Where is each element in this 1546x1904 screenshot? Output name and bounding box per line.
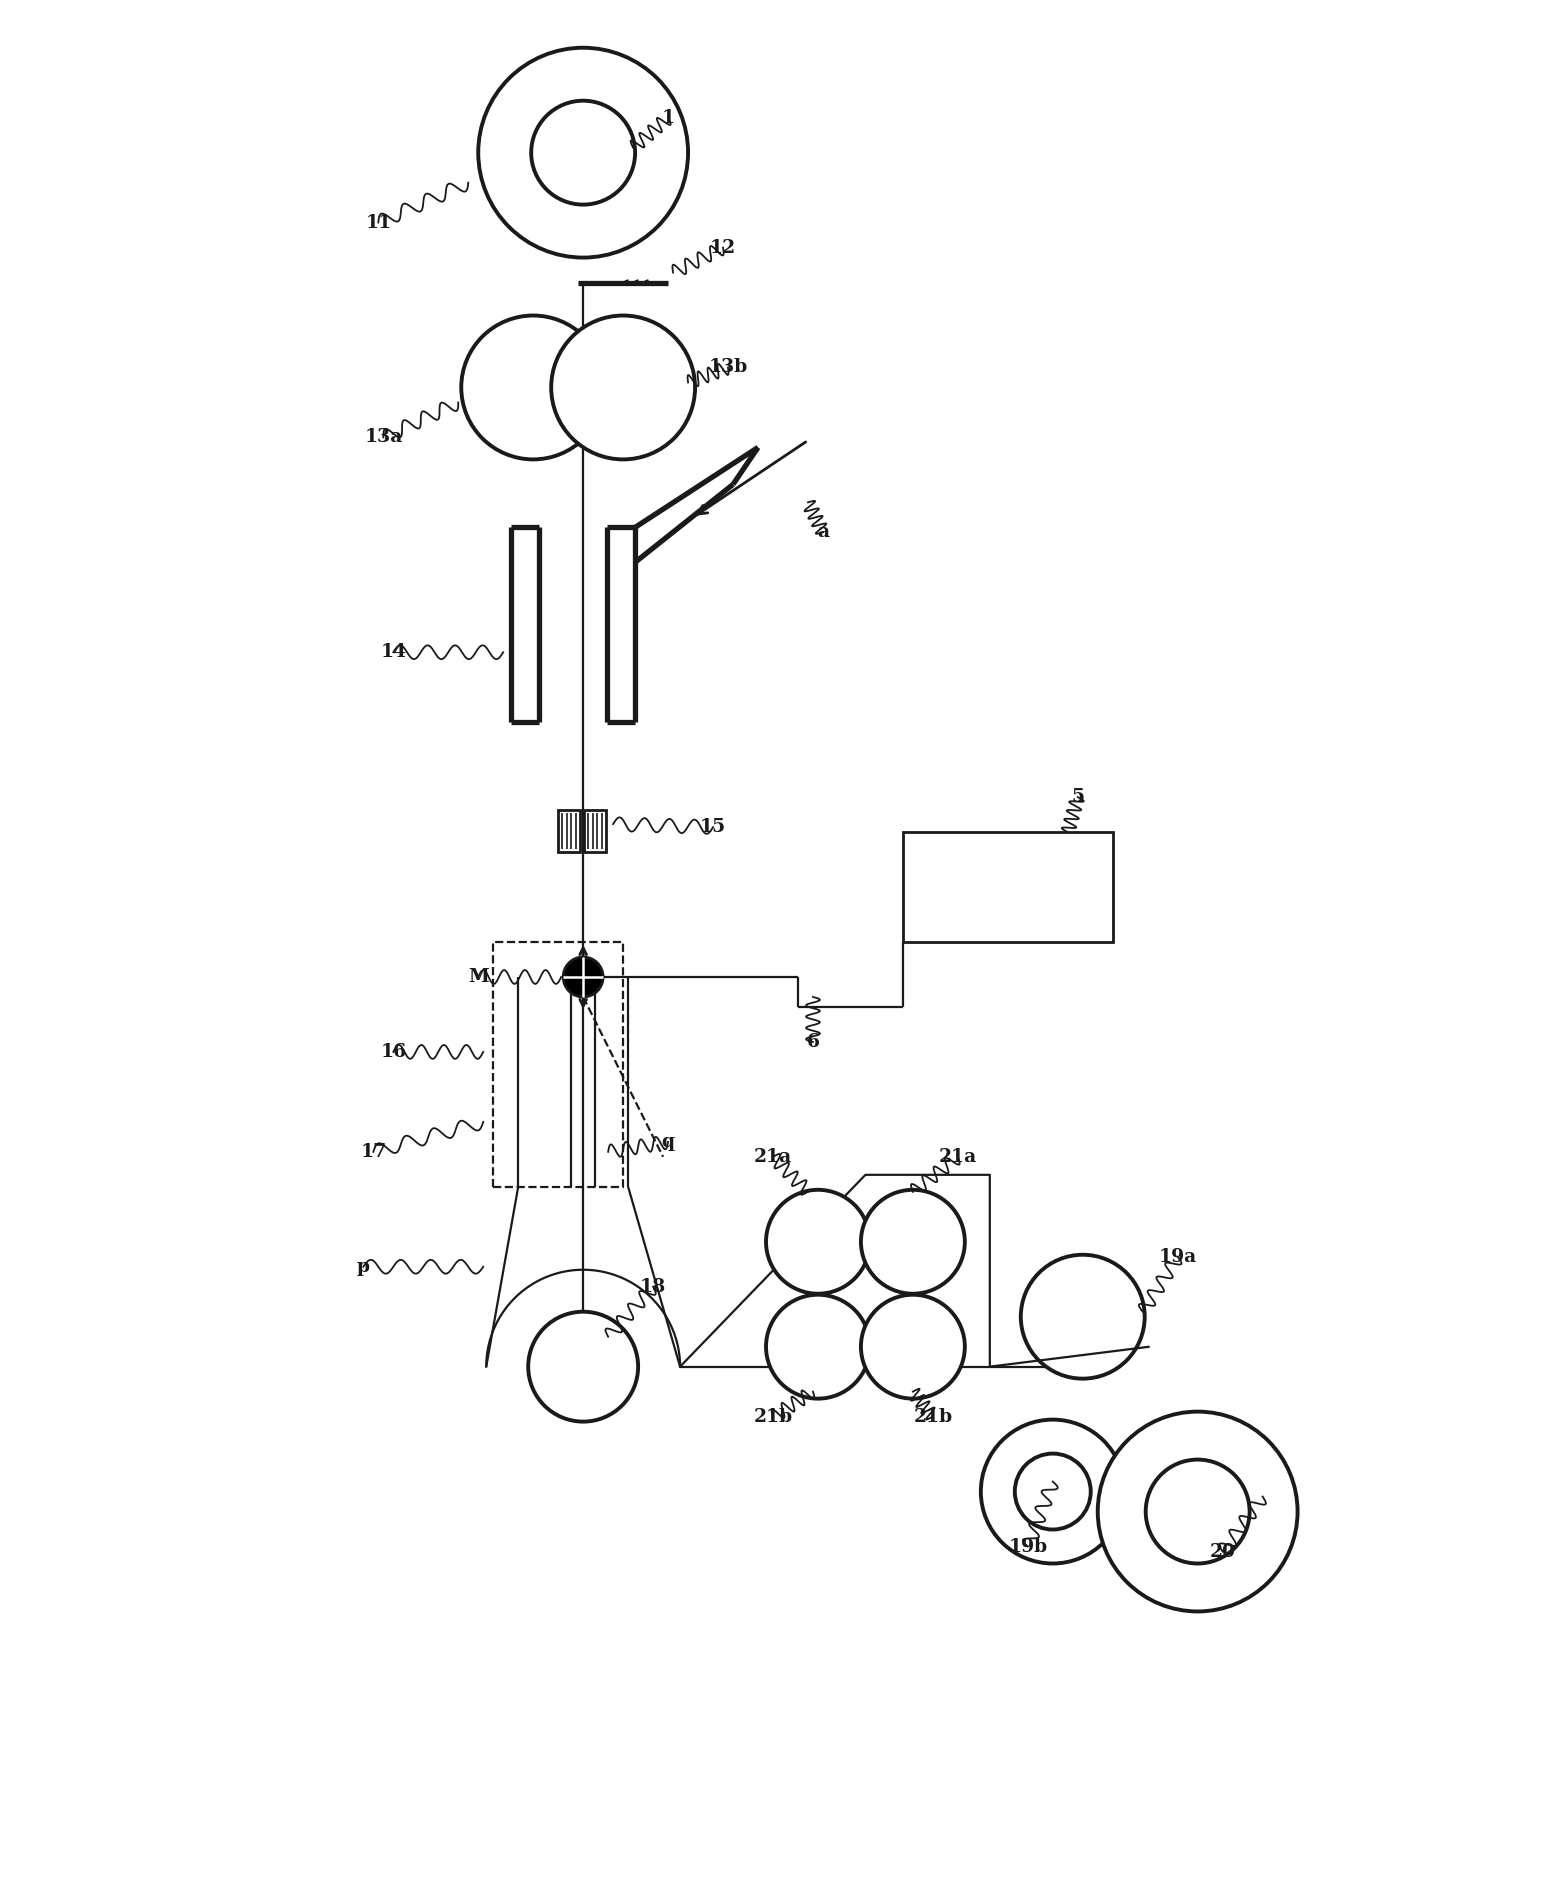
Circle shape	[529, 1312, 638, 1422]
Text: 21b: 21b	[753, 1407, 793, 1426]
Circle shape	[1020, 1255, 1144, 1378]
Circle shape	[861, 1190, 965, 1293]
Bar	[558, 809, 580, 853]
Text: 21a: 21a	[754, 1148, 792, 1165]
Text: 19a: 19a	[1158, 1247, 1197, 1266]
Text: 16: 16	[380, 1043, 407, 1061]
Text: 5: 5	[1071, 788, 1084, 805]
Text: 20: 20	[1209, 1542, 1235, 1561]
Bar	[903, 832, 1113, 942]
Text: q: q	[662, 1133, 674, 1150]
Text: 12: 12	[710, 238, 736, 257]
Text: 13a: 13a	[365, 428, 402, 446]
Circle shape	[563, 958, 603, 998]
Text: 13b: 13b	[708, 358, 748, 377]
Circle shape	[765, 1295, 870, 1399]
Bar	[584, 809, 606, 853]
Text: 18: 18	[640, 1278, 666, 1297]
Circle shape	[461, 316, 604, 459]
Circle shape	[1014, 1453, 1091, 1529]
Circle shape	[552, 316, 696, 459]
Circle shape	[532, 101, 635, 204]
Text: 17: 17	[360, 1142, 386, 1161]
Text: 15: 15	[700, 819, 727, 836]
Text: p: p	[357, 1259, 369, 1276]
Circle shape	[765, 1190, 870, 1293]
Text: a: a	[816, 524, 829, 541]
Text: 14: 14	[380, 644, 407, 661]
Text: 11: 11	[365, 213, 391, 232]
Text: 19b: 19b	[1008, 1538, 1047, 1556]
Circle shape	[1146, 1460, 1249, 1563]
Circle shape	[980, 1420, 1124, 1563]
Circle shape	[478, 48, 688, 257]
Circle shape	[861, 1295, 965, 1399]
Text: 6: 6	[807, 1034, 819, 1051]
Text: 21b: 21b	[914, 1407, 952, 1426]
Bar	[493, 942, 623, 1186]
Text: 1: 1	[662, 109, 674, 128]
Text: 21a: 21a	[938, 1148, 977, 1165]
Text: M: M	[468, 967, 489, 986]
Circle shape	[1098, 1411, 1297, 1611]
